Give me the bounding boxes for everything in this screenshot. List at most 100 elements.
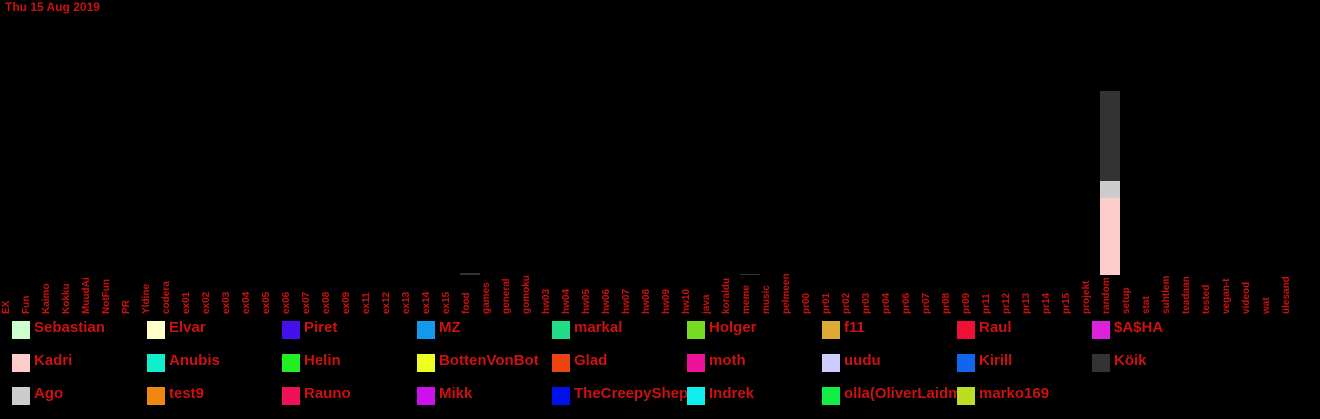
legend-label: Anubis [169,352,220,369]
x-tick-label-ex14: ex14 [421,291,432,314]
legend-swatch [147,387,165,405]
x-tick-label-hw09: hw09 [661,289,672,314]
legend-label: uudu [844,352,881,369]
x-tick-label-pr09: pr09 [961,292,972,314]
x-tick-label-Kokku: Kokku [61,283,72,314]
legend-swatch [687,354,705,372]
x-tick-label-hw06: hw06 [601,289,612,314]
legend-swatch [282,387,300,405]
legend-swatch [822,321,840,339]
x-tick-label-meme: meme [741,285,752,314]
legend-swatch [687,387,705,405]
x-tick-label-pr12: pr12 [1001,292,1012,314]
x-tick-label-tested: tested [1201,285,1212,314]
x-tick-label-EX: EX [1,300,12,314]
legend-label: Köik [1114,352,1147,369]
x-tick-label-Kaimo: Kaimo [41,283,52,314]
legend-swatch [957,321,975,339]
x-tick-label-ex05: ex05 [261,291,272,314]
x-tick-label-ex12: ex12 [381,291,392,314]
legend-swatch [12,354,30,372]
x-tick-label-PR: PR [121,299,132,314]
bar-meme-Köik [740,274,760,275]
legend-swatch [822,354,840,372]
stacked-bar-chart: EX Fun Kaimo Kokku MuudAi NotFun PR Yldine coder… [1,91,1292,315]
x-tick-label-games: games [481,282,492,314]
legend-label: Raul [979,319,1012,336]
x-tick-label-hw08: hw08 [641,289,652,314]
chart-date: Thu 15 Aug 2019 [5,0,100,14]
legend-swatch [552,387,570,405]
legend-label: markal [574,319,623,336]
x-tick-label-pr14: pr14 [1041,292,1052,314]
legend-label: Sebastian [34,319,105,336]
x-tick-label-ex02: ex02 [201,291,212,314]
legend-label: MZ [439,319,461,336]
x-tick-label-pelmeen: pelmeen [781,273,792,314]
x-tick-label-ex09: ex09 [341,291,352,314]
bar-food-Köik [460,273,480,275]
x-tick-label-pr01: pr01 [821,292,832,314]
x-tick-label-ex11: ex11 [361,292,372,314]
bars-group [460,91,1120,275]
x-tick-labels: EX Fun Kaimo Kokku MuudAi NotFun PR Yldine coder… [1,273,1292,315]
legend-swatch [282,354,300,372]
legend-swatch [957,387,975,405]
x-tick-label-teadaan: teadaan [1181,276,1192,314]
x-tick-label-pr07: pr07 [921,292,932,314]
x-tick-label-hw05: hw05 [581,289,592,314]
x-tick-label-ex03: ex03 [221,291,232,314]
legend-label: Kadri [34,352,73,369]
x-tick-label-ex13: ex13 [401,291,412,314]
x-tick-label-pr06: pr06 [901,292,912,314]
legend-label: Piret [304,319,338,336]
x-tick-label-wat: wat [1261,297,1272,315]
x-tick-label-videod: videod [1241,282,1252,314]
legend-label: Elvar [169,319,206,336]
legend-label: BottenVonBot [439,352,539,369]
legend-label: Holger [709,319,757,336]
legend-swatch [822,387,840,405]
legend-label: Indrek [709,385,755,402]
x-tick-label-Yldine: Yldine [141,284,152,314]
legend-label: f11 [844,319,865,336]
legend-swatch [147,321,165,339]
legend-swatch [147,354,165,372]
legend-swatch [417,354,435,372]
x-tick-label-pr04: pr04 [881,292,892,314]
legend-label: moth [709,352,746,369]
legend-label: test9 [169,385,205,402]
legend-label: marko169 [979,385,1050,402]
x-tick-label-ex15: ex15 [441,291,452,314]
x-tick-label-hw03: hw03 [541,289,552,314]
x-tick-label-ex07: ex07 [301,291,312,314]
x-tick-label-pr08: pr08 [941,292,952,314]
legend-label: Rauno [304,385,351,402]
x-tick-label-ülesand: ülesand [1281,276,1292,314]
x-tick-label-ex08: ex08 [321,291,332,314]
x-tick-label-random: random [1101,277,1112,314]
x-tick-label-codera: codera [161,281,172,314]
legend-label: Kirill [979,352,1013,369]
legend-label: Mikk [439,385,473,402]
x-tick-label-pr11: pr11 [981,293,992,314]
x-tick-label-stat: stat [1141,296,1152,314]
x-tick-label-Fun: Fun [21,296,32,314]
legend-swatch [1092,354,1110,372]
legend-swatch [12,387,30,405]
legend-swatch [957,354,975,372]
x-tick-label-ex04: ex04 [241,291,252,314]
x-tick-label-hw07: hw07 [621,289,632,314]
legend-label: Ago [34,385,64,402]
legend-swatch [1092,321,1110,339]
x-tick-label-NotFun: NotFun [101,279,112,314]
legend-swatch [687,321,705,339]
legend-label: Glad [574,352,608,369]
x-tick-label-vegan-t: vegan-t [1221,278,1232,314]
x-tick-label-gomoku: gomoku [521,275,532,314]
x-tick-label-suhtlem: suhtlem [1161,276,1172,314]
x-tick-label-koraldu: koraldu [721,278,732,314]
x-tick-label-hw10: hw10 [681,289,692,314]
legend-swatch [12,321,30,339]
x-tick-label-ex01: ex01 [181,291,192,314]
